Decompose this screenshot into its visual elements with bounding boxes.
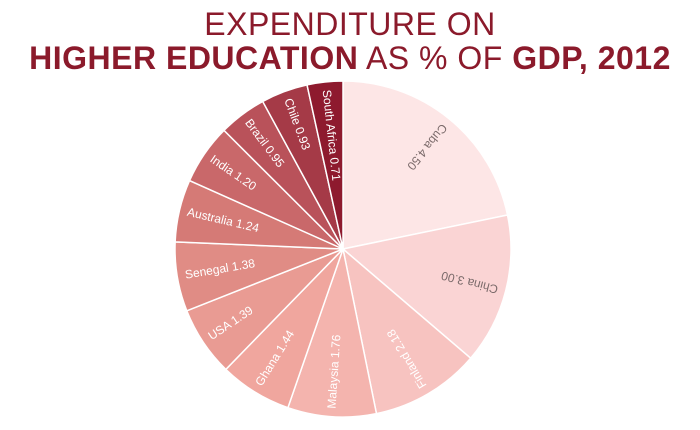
chart-title-line1: EXPENDITURE ON <box>204 6 496 42</box>
pie-label-malaysia: Malaysia 1.76 <box>324 334 343 409</box>
chart-title-line2: HIGHER EDUCATION AS % OF GDP, 2012 <box>0 40 700 77</box>
pie-slices <box>174 80 512 418</box>
chart-title-middle: AS % OF <box>358 40 513 76</box>
pie-slice-finland <box>341 247 472 415</box>
chart-title-bold-gdp: GDP, 2012 <box>512 40 671 76</box>
pie-slice-china <box>341 214 512 360</box>
pie-slice-cuba <box>342 80 509 250</box>
pie-slice-south-africa <box>306 80 344 250</box>
chart-title-bold-higher-education: HIGHER EDUCATION <box>29 40 359 76</box>
pie-slice-malaysia <box>286 246 378 418</box>
